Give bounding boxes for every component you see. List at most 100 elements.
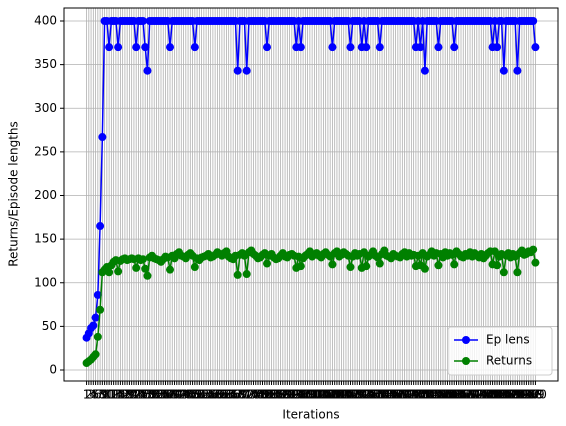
x-tick-label: 15: [110, 388, 125, 402]
x-tick-label: 78: [253, 388, 268, 402]
x-tick-label: 143: [395, 388, 418, 402]
x-tick-label: 45: [178, 388, 193, 402]
x-tick-label: 11: [101, 388, 116, 402]
data-point: [346, 263, 355, 272]
x-tick-label: 59: [210, 388, 225, 402]
x-tick-label: 111: [323, 388, 346, 402]
data-point: [346, 43, 355, 52]
x-tick-label: 3: [87, 388, 95, 402]
plot: [82, 17, 540, 368]
y-tick-label: 350: [34, 57, 57, 71]
x-tick-label: 96: [293, 388, 308, 402]
data-point: [362, 262, 371, 271]
x-tick-label: 67: [228, 388, 243, 402]
x-tick-label: 21: [124, 388, 139, 402]
x-tick-label: 188: [497, 388, 520, 402]
x-tick-label: 131: [368, 388, 391, 402]
x-tick-label: 151: [413, 388, 436, 402]
x-tick-label: 180: [479, 388, 502, 402]
x-tick-label: 99: [300, 388, 315, 402]
x-tick-label: 115: [332, 388, 355, 402]
data-point: [242, 66, 251, 75]
data-point: [263, 259, 272, 268]
x-tick-label: 95: [291, 388, 306, 402]
x-tick-label: 29: [142, 388, 157, 402]
data-point: [114, 43, 123, 52]
x-tick-label: 141: [391, 388, 414, 402]
x-tick-label: 70: [235, 388, 250, 402]
x-tick-label: 109: [319, 388, 342, 402]
data-point: [132, 43, 141, 52]
x-tick-label: 85: [268, 388, 283, 402]
x-tick-label: 31: [147, 388, 162, 402]
data-point: [190, 43, 199, 52]
data-point: [91, 350, 100, 359]
data-point: [96, 222, 105, 231]
data-point: [499, 268, 508, 277]
x-tick-label: 2: [85, 388, 93, 402]
x-tick-label: 173: [463, 388, 486, 402]
x-tick-label: 190: [501, 388, 524, 402]
x-tick-label: 10: [99, 388, 114, 402]
x-tick-label: 157: [427, 388, 450, 402]
x-tick-label: 27: [138, 388, 153, 402]
x-tick-label: 184: [488, 388, 511, 402]
data-point: [529, 245, 538, 254]
x-tick-label: 124: [353, 388, 376, 402]
x-tick-label: 84: [266, 388, 281, 402]
x-tick-label: 146: [402, 388, 425, 402]
legend-box: [447, 326, 553, 376]
x-tick-label: 13: [106, 388, 121, 402]
legend-label: Ep lens: [486, 333, 530, 347]
axes-frame: [63, 7, 559, 382]
x-tick-label: 22: [126, 388, 141, 402]
x-tick-label: 120: [344, 388, 367, 402]
x-tick-label: 112: [325, 388, 348, 402]
x-tick-label: 57: [205, 388, 220, 402]
x-tick-label: 38: [162, 388, 177, 402]
x-tick-label: 72: [239, 388, 254, 402]
x-tick-label: 19: [120, 388, 135, 402]
x-tick-label: 35: [156, 388, 171, 402]
x-tick-label: 66: [226, 388, 241, 402]
x-tick-label: 33: [151, 388, 166, 402]
data-point: [529, 17, 538, 26]
x-tick-label: 183: [486, 388, 509, 402]
x-tick-label: 167: [450, 388, 473, 402]
data-point: [105, 268, 114, 277]
data-point: [362, 43, 371, 52]
x-tick-label: 61: [214, 388, 229, 402]
x-tick-label: 161: [436, 388, 459, 402]
x-tick-label: 140: [389, 388, 412, 402]
y-tick-label: 400: [34, 14, 57, 28]
x-tick-label: 104: [307, 388, 330, 402]
x-tick-label: 60: [212, 388, 227, 402]
x-tick-label: 162: [438, 388, 461, 402]
x-tick-label: 191: [504, 388, 527, 402]
x-tick-label: 136: [380, 388, 403, 402]
x-tick-label: 101: [301, 388, 324, 402]
x-tick-label: 51: [192, 388, 207, 402]
x-tick-label: 73: [241, 388, 256, 402]
legend: Ep lens Returns: [447, 326, 553, 376]
x-tick-label: 100: [298, 388, 321, 402]
data-point: [450, 260, 459, 269]
x-tick-label: 80: [257, 388, 272, 402]
x-tick-label: 154: [420, 388, 443, 402]
x-tick-label: 194: [510, 388, 533, 402]
data-point: [114, 267, 123, 276]
x-tick-label: 114: [330, 388, 353, 402]
x-tick-label: 199: [522, 388, 545, 402]
data-point: [96, 305, 105, 314]
x-tick-label: 25: [133, 388, 148, 402]
x-tick-label: 94: [289, 388, 304, 402]
x-tick-label: 12: [104, 388, 119, 402]
x-tick-label: 81: [259, 388, 274, 402]
x-tick-label: 5: [92, 388, 100, 402]
x-tick-label: 76: [248, 388, 263, 402]
y-tick-label: 200: [34, 188, 57, 202]
x-tick-label: 200: [524, 388, 547, 402]
x-tick-label: 87: [273, 388, 288, 402]
data-point: [513, 66, 522, 75]
x-tick-label: 50: [189, 388, 204, 402]
